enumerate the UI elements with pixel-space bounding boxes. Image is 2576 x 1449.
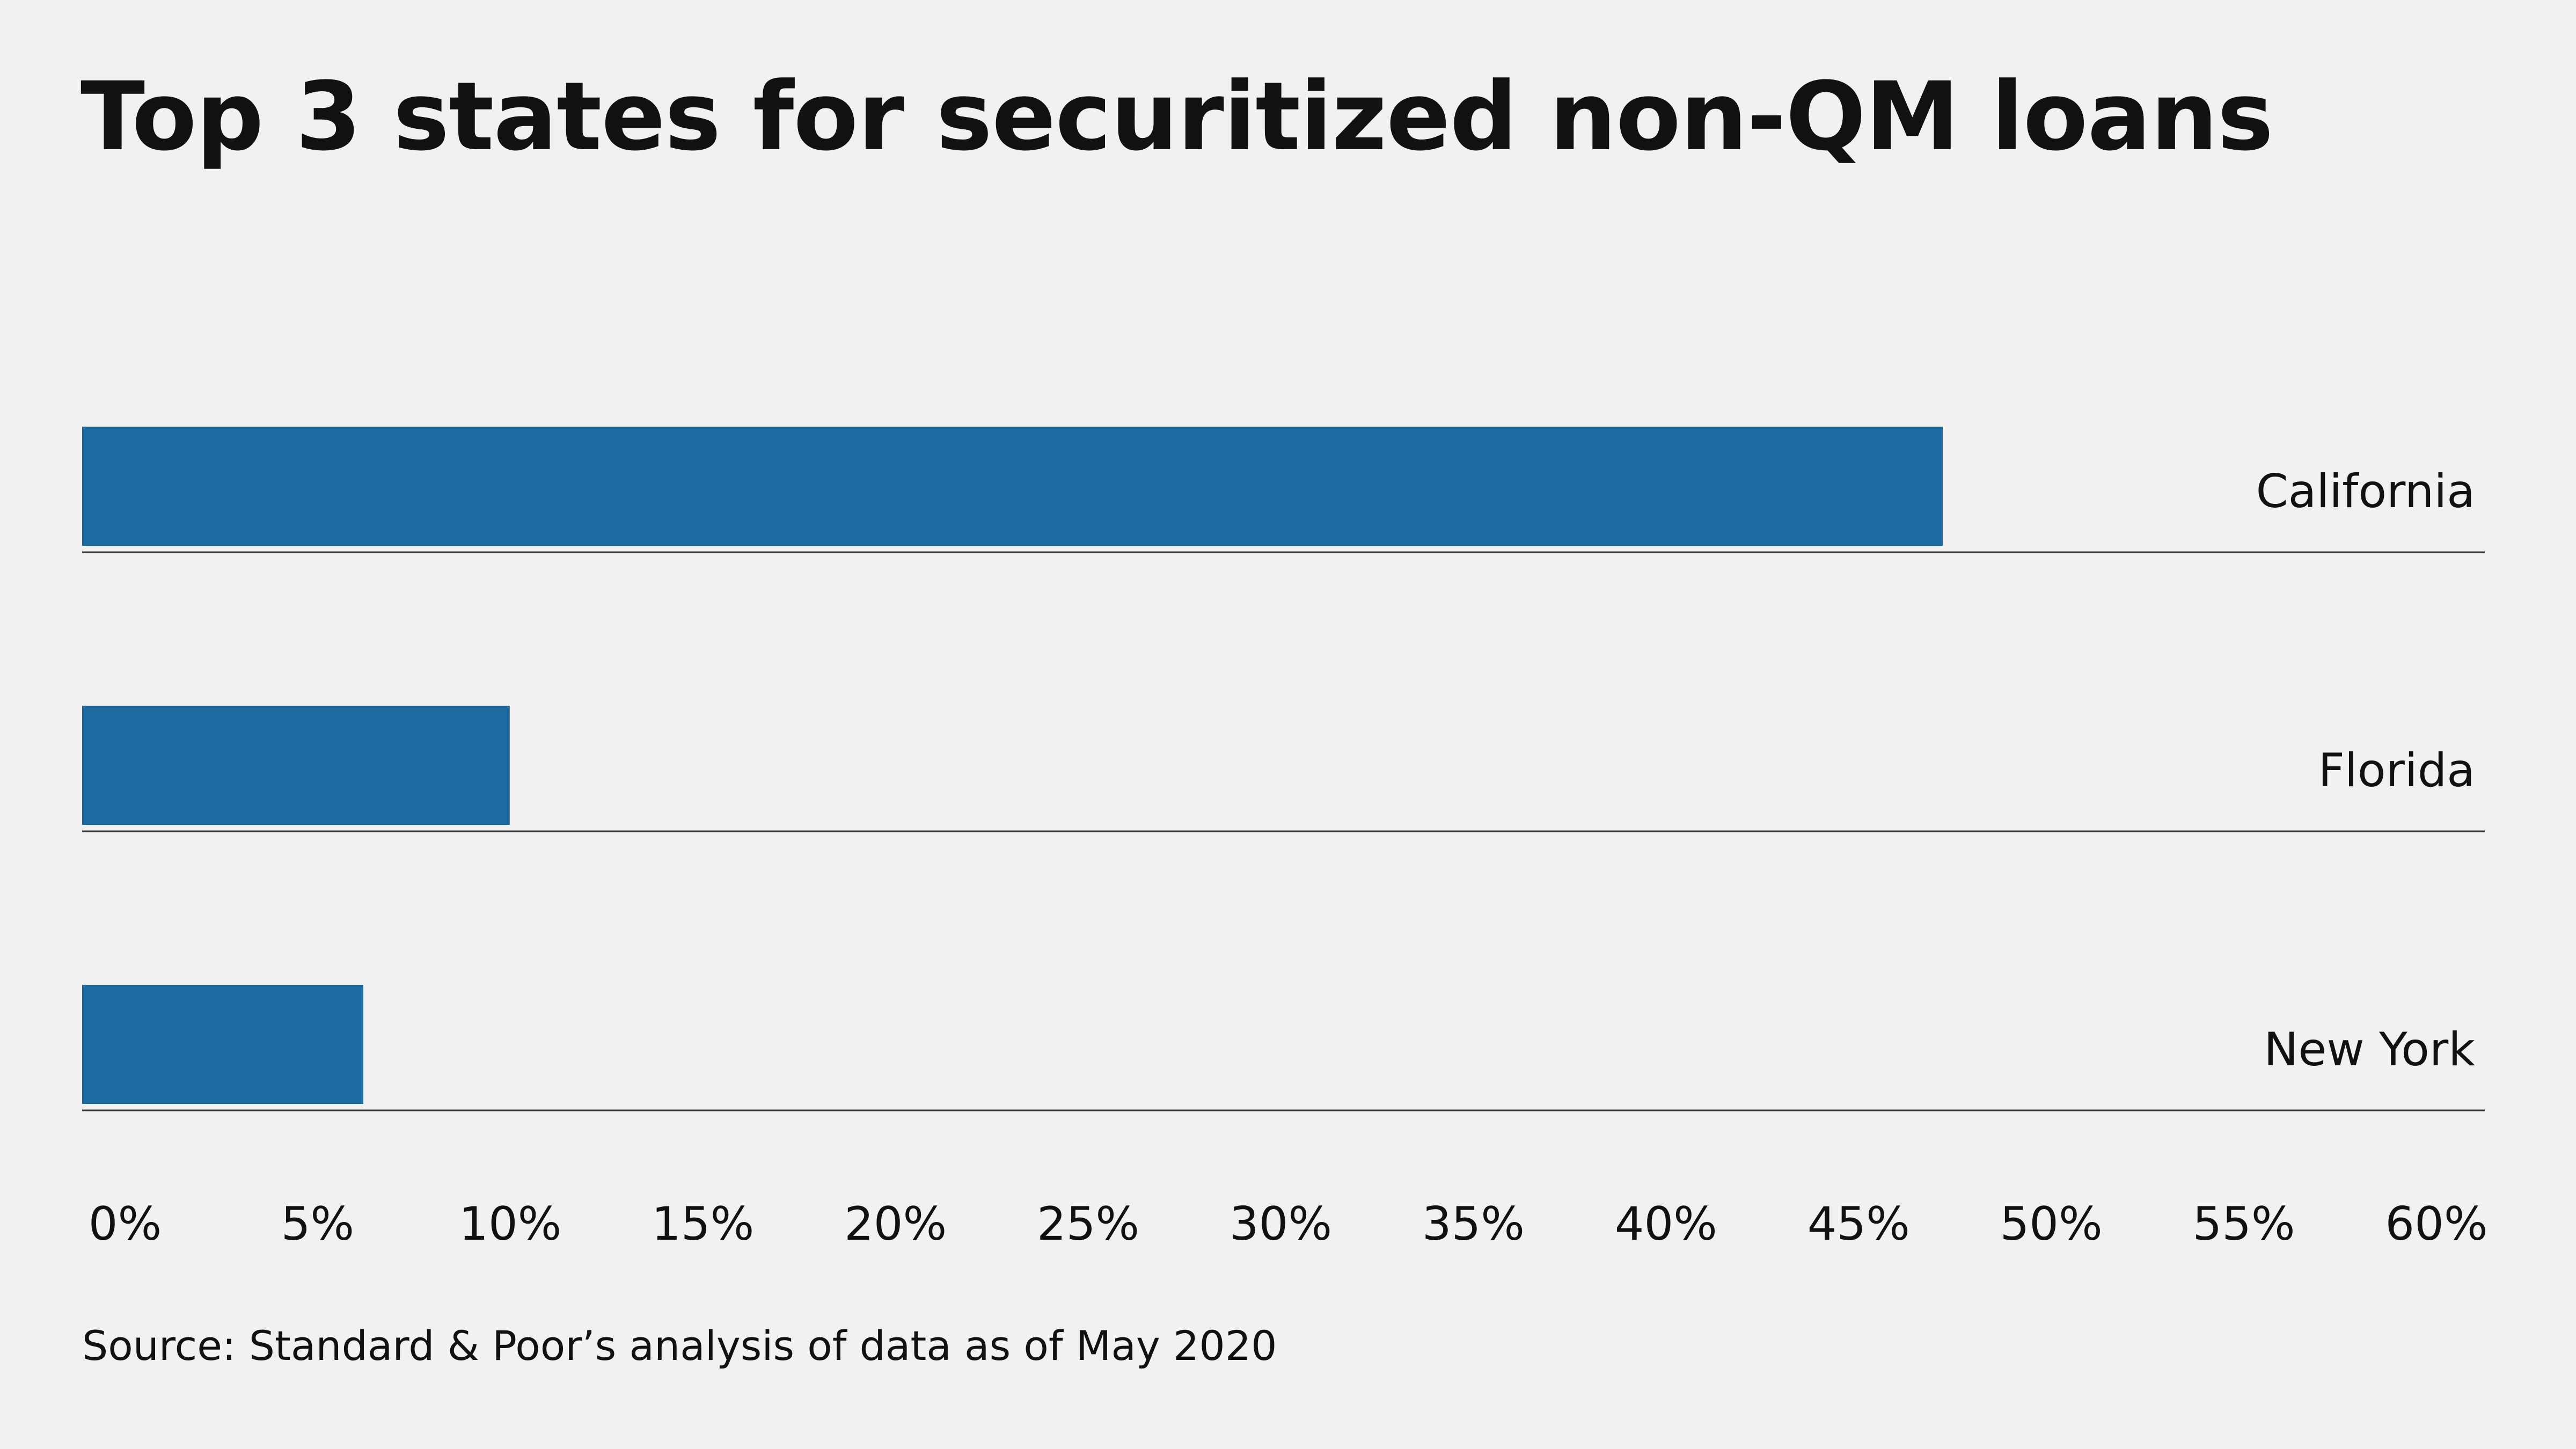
bar-california bbox=[82, 427, 1943, 546]
x-tick-label: 50% bbox=[2000, 1197, 2103, 1251]
x-tick-label: 55% bbox=[2193, 1197, 2295, 1251]
source-note: Source: Standard & Poor’s analysis of da… bbox=[82, 1322, 1277, 1370]
category-label-new-york: New York bbox=[2264, 1023, 2475, 1077]
x-tick-label: 35% bbox=[1422, 1197, 1525, 1251]
x-tick-label: 20% bbox=[844, 1197, 947, 1251]
x-tick-label: 0% bbox=[89, 1197, 162, 1251]
bar-florida bbox=[82, 706, 510, 825]
category-label-florida: Florida bbox=[2318, 744, 2475, 797]
category-label-california: California bbox=[2256, 465, 2475, 518]
x-tick-label: 5% bbox=[281, 1197, 354, 1251]
x-tick-label: 25% bbox=[1037, 1197, 1139, 1251]
x-tick-label: 30% bbox=[1230, 1197, 1332, 1251]
x-axis-ticks: 0% 5% 10% 15% 20% 25% 30% 35% 40% 45% 50% 55% 60% bbox=[89, 1197, 2488, 1251]
bar-new-york bbox=[82, 985, 364, 1104]
x-tick-label: 45% bbox=[1807, 1197, 1910, 1251]
x-tick-label: 10% bbox=[459, 1197, 561, 1251]
chart-title: Top 3 states for securitized non-QM loan… bbox=[80, 62, 2273, 172]
x-tick-label: 60% bbox=[2385, 1197, 2487, 1251]
x-tick-label: 40% bbox=[1615, 1197, 1717, 1251]
x-tick-label: 15% bbox=[652, 1197, 754, 1251]
row-baselines bbox=[82, 551, 2485, 1111]
bars-layer bbox=[82, 427, 1943, 1104]
category-labels: California Florida New York bbox=[2256, 465, 2476, 1077]
